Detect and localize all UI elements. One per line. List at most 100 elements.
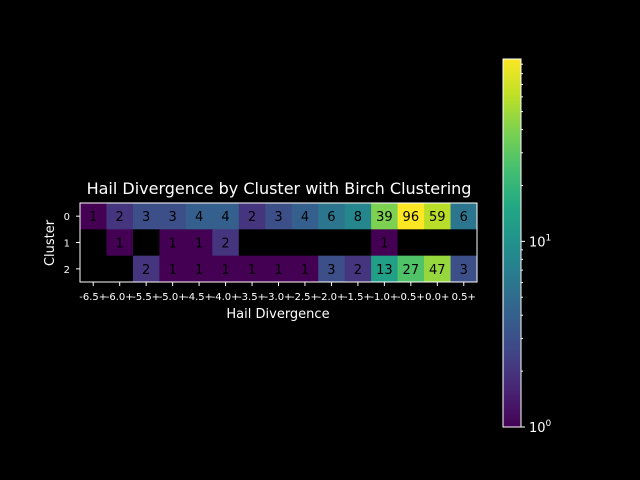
heatmap-cell [424, 255, 452, 283]
cell-value-label: 1 [168, 237, 176, 252]
y-tick-label: 2 [64, 265, 70, 276]
heatmap-cell [371, 203, 399, 230]
heatmap-cell [238, 203, 266, 230]
colorbar-ticks: 100 101 [521, 63, 552, 436]
x-tick-label: -1.0+ [370, 292, 398, 303]
cell-value-label: 1 [301, 263, 309, 278]
x-axis-ticks: -6.5+-6.0+-5.5+-5.0+-4.5+-4.0+-3.5+-3.0+… [79, 282, 476, 303]
cell-value-label: 3 [327, 263, 335, 278]
heatmap-cell [159, 229, 187, 257]
heatmap-cell-empty [132, 229, 160, 257]
x-tick-label: -3.0+ [265, 292, 293, 303]
cell-value-label: 1 [116, 237, 124, 252]
heatmap-cell [106, 229, 134, 257]
x-tick-label: -0.5+ [397, 292, 425, 303]
cell-value-label: 3 [274, 210, 282, 225]
heatmap-cell-empty [265, 229, 293, 257]
cell-value-label: 2 [116, 210, 124, 225]
heatmap-cell [318, 203, 346, 230]
heatmap-cell [344, 255, 372, 283]
cell-value-label: 6 [460, 210, 468, 225]
y-axis-ticks: 0 1 2 [64, 212, 80, 276]
cell-value-label: 1 [195, 237, 203, 252]
heatmap-cell [212, 255, 240, 283]
cell-value-label: 4 [195, 210, 203, 225]
cell-value-label: 1 [195, 263, 203, 278]
cell-value-label: 59 [429, 210, 446, 225]
cell-value-label: 4 [221, 210, 229, 225]
x-tick-label: 0.5+ [452, 292, 476, 303]
heatmap-cell [185, 229, 213, 257]
heatmap-cell [238, 255, 266, 283]
heatmap-cell-empty [80, 255, 107, 283]
heatmap-cell [371, 229, 399, 257]
cell-value-label: 2 [221, 237, 229, 252]
heatmap-cell [424, 203, 452, 230]
x-tick-label: 0.0+ [425, 292, 449, 303]
heatmap-cell [159, 203, 187, 230]
heatmap-cell [450, 203, 478, 230]
y-axis-label: Cluster [43, 219, 58, 266]
heatmap-cell [265, 255, 293, 283]
heatmap-cell [291, 203, 319, 230]
heatmap-cell [212, 203, 240, 230]
cell-value-label: 1 [168, 263, 176, 278]
cell-value-label: 1 [380, 237, 388, 252]
heatmap-cell-empty [450, 229, 478, 257]
x-tick-label: -6.0+ [106, 292, 134, 303]
cell-value-label: 3 [460, 263, 468, 278]
heatmap-cell [212, 229, 240, 257]
cell-value-label: 2 [142, 263, 150, 278]
cell-value-label: 6 [327, 210, 335, 225]
cell-value-label: 4 [301, 210, 309, 225]
colorbar-tick-label: 100 [529, 419, 552, 436]
x-tick-label: -4.0+ [212, 292, 240, 303]
x-tick-label: -3.5+ [238, 292, 266, 303]
chart-title: Hail Divergence by Cluster with Birch Cl… [87, 179, 472, 198]
y-tick-label: 0 [64, 212, 70, 223]
heatmap-cell [132, 203, 160, 230]
x-tick-label: -2.0+ [317, 292, 345, 303]
heatmap-cell [371, 255, 399, 283]
heatmap-cells: 1 2 3 3 4 4 2 3 4 6 8 39 96 59 61 1 1 2 12 1 1 1 1 1 1 3 2 13 27 47 3 [80, 203, 478, 283]
cell-value-label: 47 [429, 263, 446, 278]
colorbar [502, 58, 522, 428]
x-axis-label: Hail Divergence [226, 307, 329, 322]
y-tick-label: 1 [64, 239, 70, 250]
x-tick-label: -6.5+ [79, 292, 107, 303]
x-tick-label: -4.5+ [185, 292, 213, 303]
heatmap-cell [265, 203, 293, 230]
cell-value-label: 3 [168, 210, 176, 225]
cell-value-label: 8 [354, 210, 362, 225]
heatmap-cell [159, 255, 187, 283]
heatmap-cell [106, 203, 134, 230]
heatmap-cell-empty [397, 229, 425, 257]
heatmap-cell-empty [291, 229, 319, 257]
x-tick-label: -1.5+ [344, 292, 372, 303]
cell-value-label: 1 [248, 263, 256, 278]
cell-value-label: 1 [89, 210, 97, 225]
heatmap-cell [185, 255, 213, 283]
heatmap-cell-empty [318, 229, 346, 257]
x-tick-label: -2.5+ [291, 292, 319, 303]
heatmap-cell [291, 255, 319, 283]
heatmap-cell [318, 255, 346, 283]
cell-value-label: 13 [376, 263, 393, 278]
cell-value-label: 1 [274, 263, 282, 278]
cell-value-label: 3 [142, 210, 150, 225]
heatmap-cell [132, 255, 160, 283]
heatmap-cell-empty [238, 229, 266, 257]
heatmap-cell [344, 203, 372, 230]
heatmap-cell [450, 255, 478, 283]
heatmap-cell-empty [106, 255, 134, 283]
cell-value-label: 1 [221, 263, 229, 278]
heatmap-cell-empty [344, 229, 372, 257]
cell-value-label: 27 [403, 263, 420, 278]
colorbar-tick-label: 101 [529, 233, 551, 250]
cell-value-label: 39 [376, 210, 393, 225]
cell-value-label: 96 [403, 210, 420, 225]
x-tick-label: -5.5+ [132, 292, 160, 303]
heatmap-cell-empty [424, 229, 452, 257]
cell-value-label: 2 [248, 210, 256, 225]
